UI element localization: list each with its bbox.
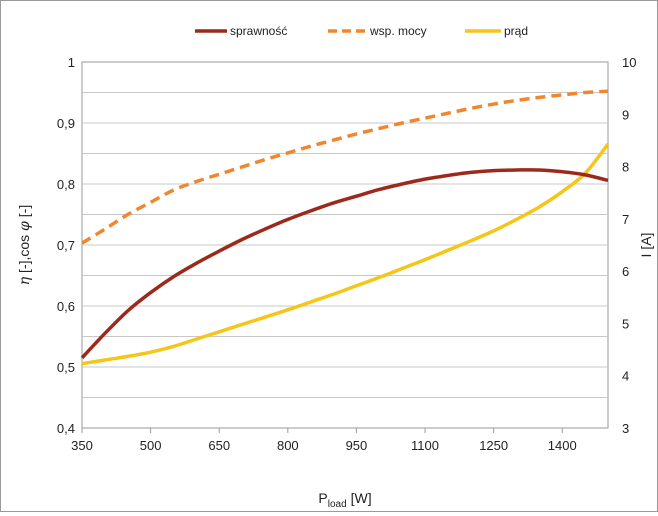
x-tick-label: 500 bbox=[140, 438, 162, 453]
x-tick-label: 800 bbox=[277, 438, 299, 453]
legend: sprawność wsp. mocy prąd bbox=[195, 24, 528, 38]
series-line-sprawnosc bbox=[80, 168, 609, 360]
y-left-tick-label: 0,7 bbox=[57, 238, 75, 253]
legend-label-sprawnosc: sprawność bbox=[230, 24, 287, 38]
y-right-tick-label: 6 bbox=[622, 264, 629, 279]
y-right-tick-label: 3 bbox=[622, 421, 629, 436]
y-right-axis-title: I [A] bbox=[638, 233, 654, 258]
x-tick-label: 950 bbox=[346, 438, 368, 453]
y-left-tick-label: 0,9 bbox=[57, 116, 75, 131]
y-left-tick-label: 0,6 bbox=[57, 299, 75, 314]
y-left-axis-title-eta: η bbox=[17, 276, 33, 285]
y-right-tick-label: 4 bbox=[622, 369, 629, 384]
y-left-tick-label: 0,8 bbox=[57, 177, 75, 192]
y-right-tick-label: 7 bbox=[622, 212, 629, 227]
x-axis-title-main: P bbox=[318, 490, 327, 506]
y-left-tick-label: 1 bbox=[68, 55, 75, 70]
x-tick-label: 1250 bbox=[479, 438, 508, 453]
series-line-prad bbox=[81, 143, 610, 366]
y-right-tick-label: 8 bbox=[622, 160, 629, 175]
y-left-axis-title: η [-],cos φ [-] bbox=[16, 205, 33, 285]
x-tick-label: 1100 bbox=[411, 438, 439, 453]
gridlines bbox=[82, 92, 608, 398]
y-left-tick-label: 0,4 bbox=[57, 421, 75, 436]
y-left-axis-title-end: [-] bbox=[16, 205, 32, 221]
y-left-axis-title-phi: φ bbox=[17, 221, 33, 231]
y-left-tick-label: 0,5 bbox=[57, 360, 75, 375]
legend-label-wsp-mocy: wsp. mocy bbox=[369, 24, 427, 38]
y-right-tick-label: 5 bbox=[622, 316, 629, 331]
x-axis-title-sub: load bbox=[328, 499, 347, 510]
x-tick-label: 1400 bbox=[548, 438, 577, 453]
x-tick-label: 350 bbox=[71, 438, 93, 453]
legend-label-prad: prąd bbox=[504, 24, 528, 38]
y-left-axis-title-mid: [-],cos bbox=[16, 231, 32, 277]
series-lines bbox=[80, 89, 610, 366]
x-tick-label: 650 bbox=[208, 438, 230, 453]
series-line-wsp-mocy bbox=[81, 89, 609, 245]
x-axis-title: Pload [W] bbox=[318, 490, 371, 510]
y-right-tick-label: 10 bbox=[622, 55, 636, 70]
y-right-tick-label: 9 bbox=[622, 107, 629, 122]
x-axis-title-unit: [W] bbox=[351, 490, 372, 506]
tick-labels: 0,4 0,5 0,6 0,7 0,8 0,9 1 3 4 5 6 7 8 9 10 350 500 650 800… bbox=[57, 55, 637, 453]
